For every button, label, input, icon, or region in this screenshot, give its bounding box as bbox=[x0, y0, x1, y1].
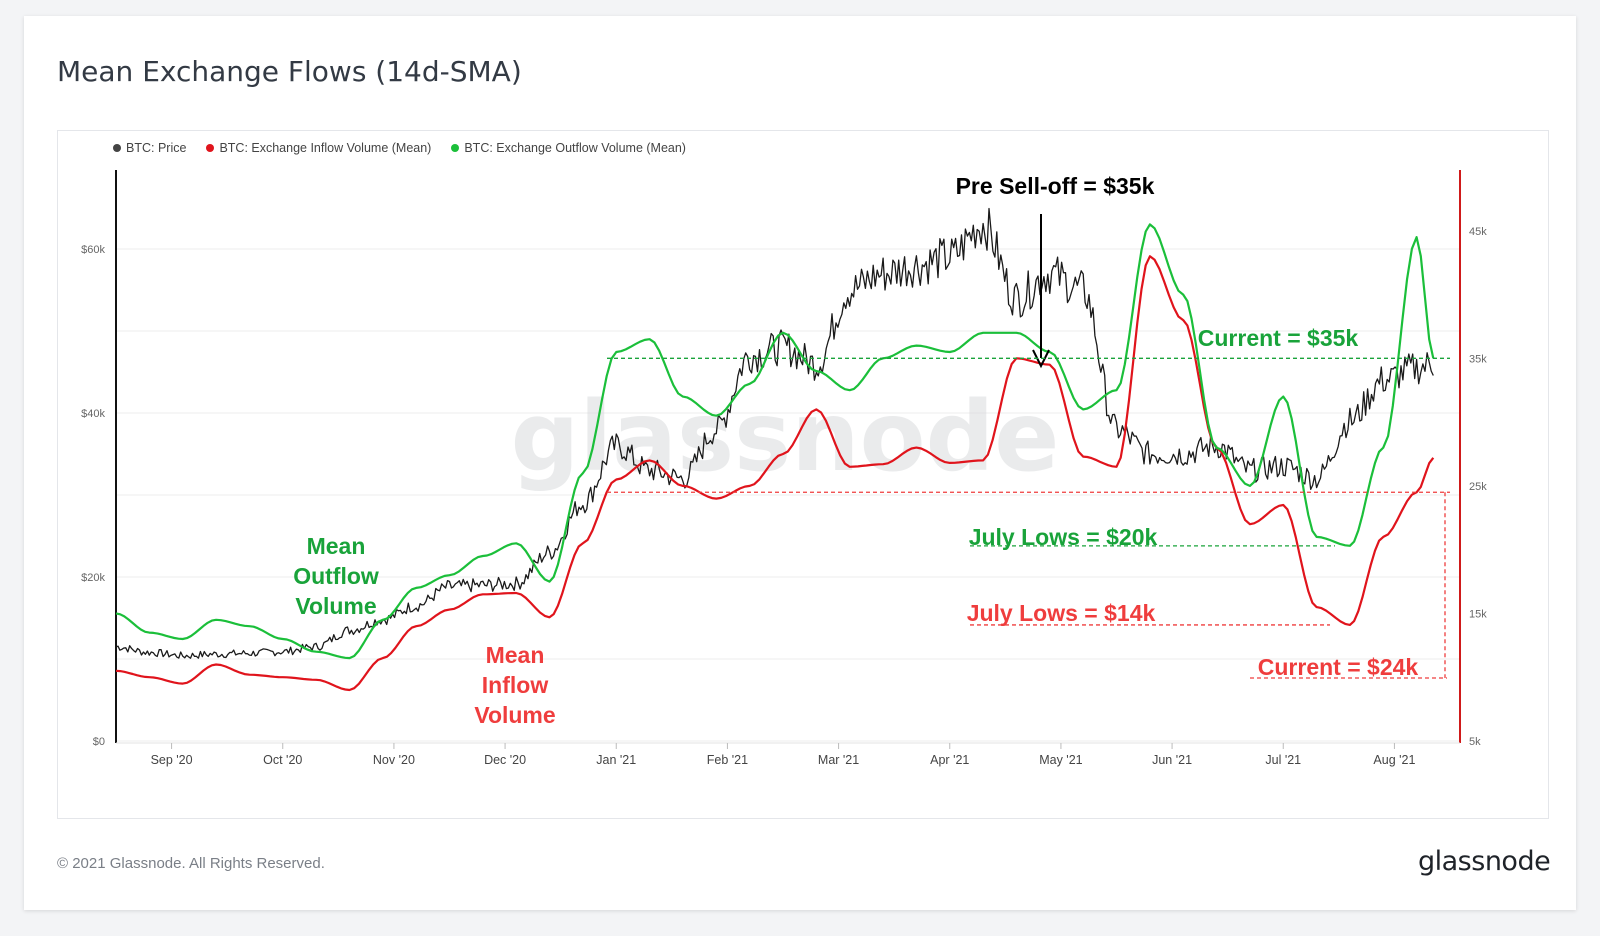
copyright-footer: © 2021 Glassnode. All Rights Reserved. bbox=[57, 855, 325, 872]
y-left-tick-label: $60k bbox=[81, 244, 105, 256]
annotation-mean-inflow-volume: Inflow bbox=[482, 672, 549, 698]
y-right-tick-label: 25k bbox=[1469, 481, 1487, 493]
outflow-series-line bbox=[115, 223, 1435, 660]
annotation-current-35k: Current = $35k bbox=[1198, 325, 1359, 351]
annotation-mean-outflow-volume: Volume bbox=[295, 593, 376, 619]
page-title: Mean Exchange Flows (14d-SMA) bbox=[57, 55, 522, 88]
annotation-arrow-head bbox=[1032, 349, 1050, 369]
x-tick-label: Apr '21 bbox=[930, 753, 969, 767]
y-right-tick-label: 35k bbox=[1469, 353, 1487, 365]
annotation-mean-outflow-volume: Outflow bbox=[293, 563, 379, 589]
annotation-july-lows-20k: July Lows = $20k bbox=[969, 524, 1158, 550]
watermark-text: glassnode bbox=[511, 381, 1060, 493]
glassnode-logo: glassnode bbox=[1418, 846, 1551, 877]
legend-item-price[interactable]: BTC: Price bbox=[113, 141, 186, 155]
x-tick-label: Dec '20 bbox=[484, 753, 526, 767]
y-left-tick-label: $0 bbox=[93, 736, 105, 748]
x-tick-label: Oct '20 bbox=[263, 753, 302, 767]
legend-label-inflow: BTC: Exchange Inflow Volume (Mean) bbox=[219, 141, 432, 155]
annotation-mean-inflow-volume: Mean bbox=[486, 642, 545, 668]
x-tick-label: Jan '21 bbox=[596, 753, 636, 767]
legend-label-outflow: BTC: Exchange Outflow Volume (Mean) bbox=[464, 141, 686, 155]
y-right-tick-label: 45k bbox=[1469, 226, 1487, 238]
y-left-tick-label: $20k bbox=[81, 572, 105, 584]
annotation-pre-selloff: Pre Sell-off = $35k bbox=[956, 173, 1155, 199]
y-right-tick-label: 15k bbox=[1469, 608, 1487, 620]
y-right-tick-label: 5k bbox=[1469, 736, 1481, 748]
annotation-mean-inflow-volume: Volume bbox=[474, 702, 555, 728]
legend-dot-price bbox=[113, 144, 121, 152]
annotation-july-lows-14k: July Lows = $14k bbox=[967, 600, 1156, 626]
legend-label-price: BTC: Price bbox=[126, 141, 187, 155]
legend-item-outflow[interactable]: BTC: Exchange Outflow Volume (Mean) bbox=[451, 141, 686, 155]
x-tick-label: Sep '20 bbox=[151, 753, 193, 767]
x-tick-label: Mar '21 bbox=[818, 753, 859, 767]
annotation-mean-outflow-volume: Mean bbox=[307, 533, 366, 559]
legend-dot-inflow bbox=[206, 144, 215, 152]
x-tick-label: Jun '21 bbox=[1152, 753, 1192, 767]
x-tick-label: May '21 bbox=[1039, 753, 1082, 767]
chart-legend: BTC: Price BTC: Exchange Inflow Volume (… bbox=[113, 141, 686, 155]
x-tick-label: Feb '21 bbox=[707, 753, 748, 767]
annotation-current-24k: Current = $24k bbox=[1258, 654, 1419, 680]
legend-item-inflow[interactable]: BTC: Exchange Inflow Volume (Mean) bbox=[206, 141, 431, 155]
x-tick-label: Jul '21 bbox=[1265, 753, 1301, 767]
legend-dot-outflow bbox=[451, 144, 460, 152]
x-tick-label: Aug '21 bbox=[1373, 753, 1415, 767]
x-tick-label: Nov '20 bbox=[373, 753, 415, 767]
price-series-line bbox=[115, 207, 1434, 659]
y-left-tick-label: $40k bbox=[81, 408, 105, 420]
